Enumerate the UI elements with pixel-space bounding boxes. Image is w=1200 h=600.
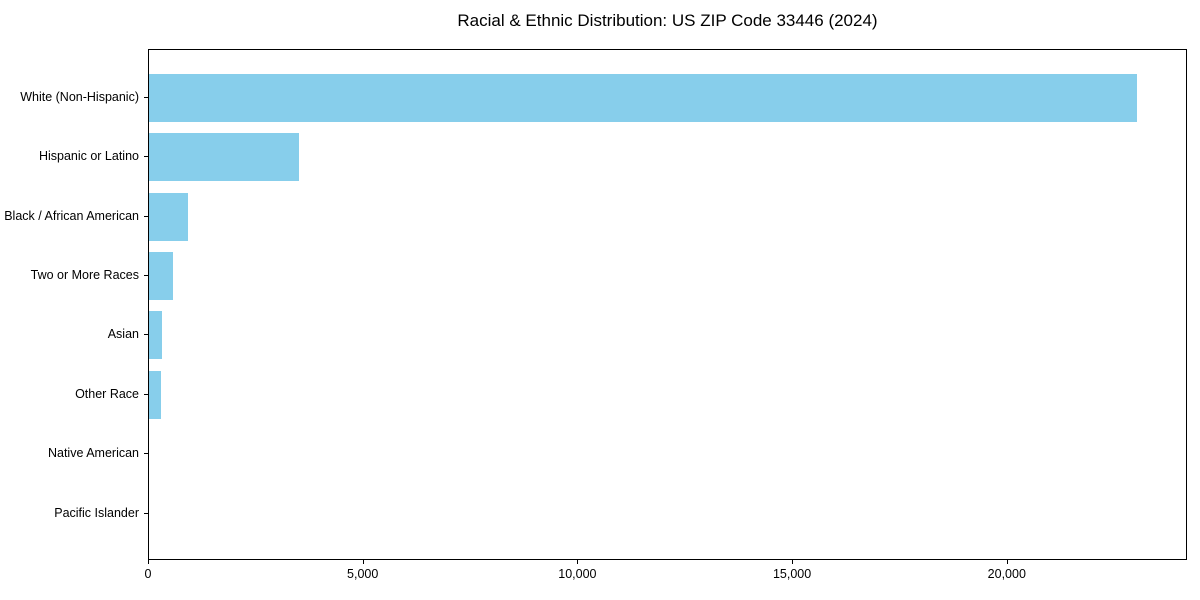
x-tick-mark <box>792 560 794 564</box>
y-label-black-african-american: Black / African American <box>4 208 139 223</box>
plot-area <box>148 49 1187 560</box>
x-tick-mark <box>577 560 579 564</box>
x-tick-label-0: 0 <box>144 567 152 581</box>
y-label-two-or-more-races: Two or More Races <box>30 267 139 282</box>
y-tick-mark <box>144 156 148 158</box>
y-tick-mark <box>144 274 148 276</box>
bar-white-non-hispanic <box>149 73 1137 122</box>
bar-two-or-more-races <box>149 251 173 300</box>
y-label-pacific-islander: Pacific Islander <box>54 505 139 520</box>
x-tick-label-20-000: 20,000 <box>987 567 1026 581</box>
y-tick-mark <box>144 96 148 98</box>
y-tick-mark <box>144 453 148 455</box>
y-label-white-non-hispanic: White (Non-Hispanic) <box>20 89 139 104</box>
y-label-native-american: Native American <box>47 446 139 461</box>
x-tick-label-5-000: 5,000 <box>347 567 379 581</box>
x-tick-mark <box>1006 560 1008 564</box>
y-tick-mark <box>144 215 148 217</box>
x-tick-label-10-000: 10,000 <box>558 567 597 581</box>
bar-black-african-american <box>149 192 188 241</box>
y-tick-mark <box>144 334 148 336</box>
y-tick-mark <box>144 393 148 395</box>
y-label-hispanic-or-latino: Hispanic or Latino <box>38 149 139 164</box>
bar-other-race <box>149 370 162 419</box>
y-tick-mark <box>144 512 148 514</box>
y-label-asian: Asian <box>107 327 139 342</box>
chart-title: Racial & Ethnic Distribution: US ZIP Cod… <box>457 11 878 30</box>
bar-hispanic-or-latino <box>149 133 300 182</box>
x-tick-label-15-000: 15,000 <box>772 567 812 581</box>
x-tick-mark <box>148 560 149 564</box>
x-tick-mark <box>362 560 364 564</box>
bar-asian <box>149 311 162 360</box>
y-label-other-race: Other Race <box>75 386 139 401</box>
